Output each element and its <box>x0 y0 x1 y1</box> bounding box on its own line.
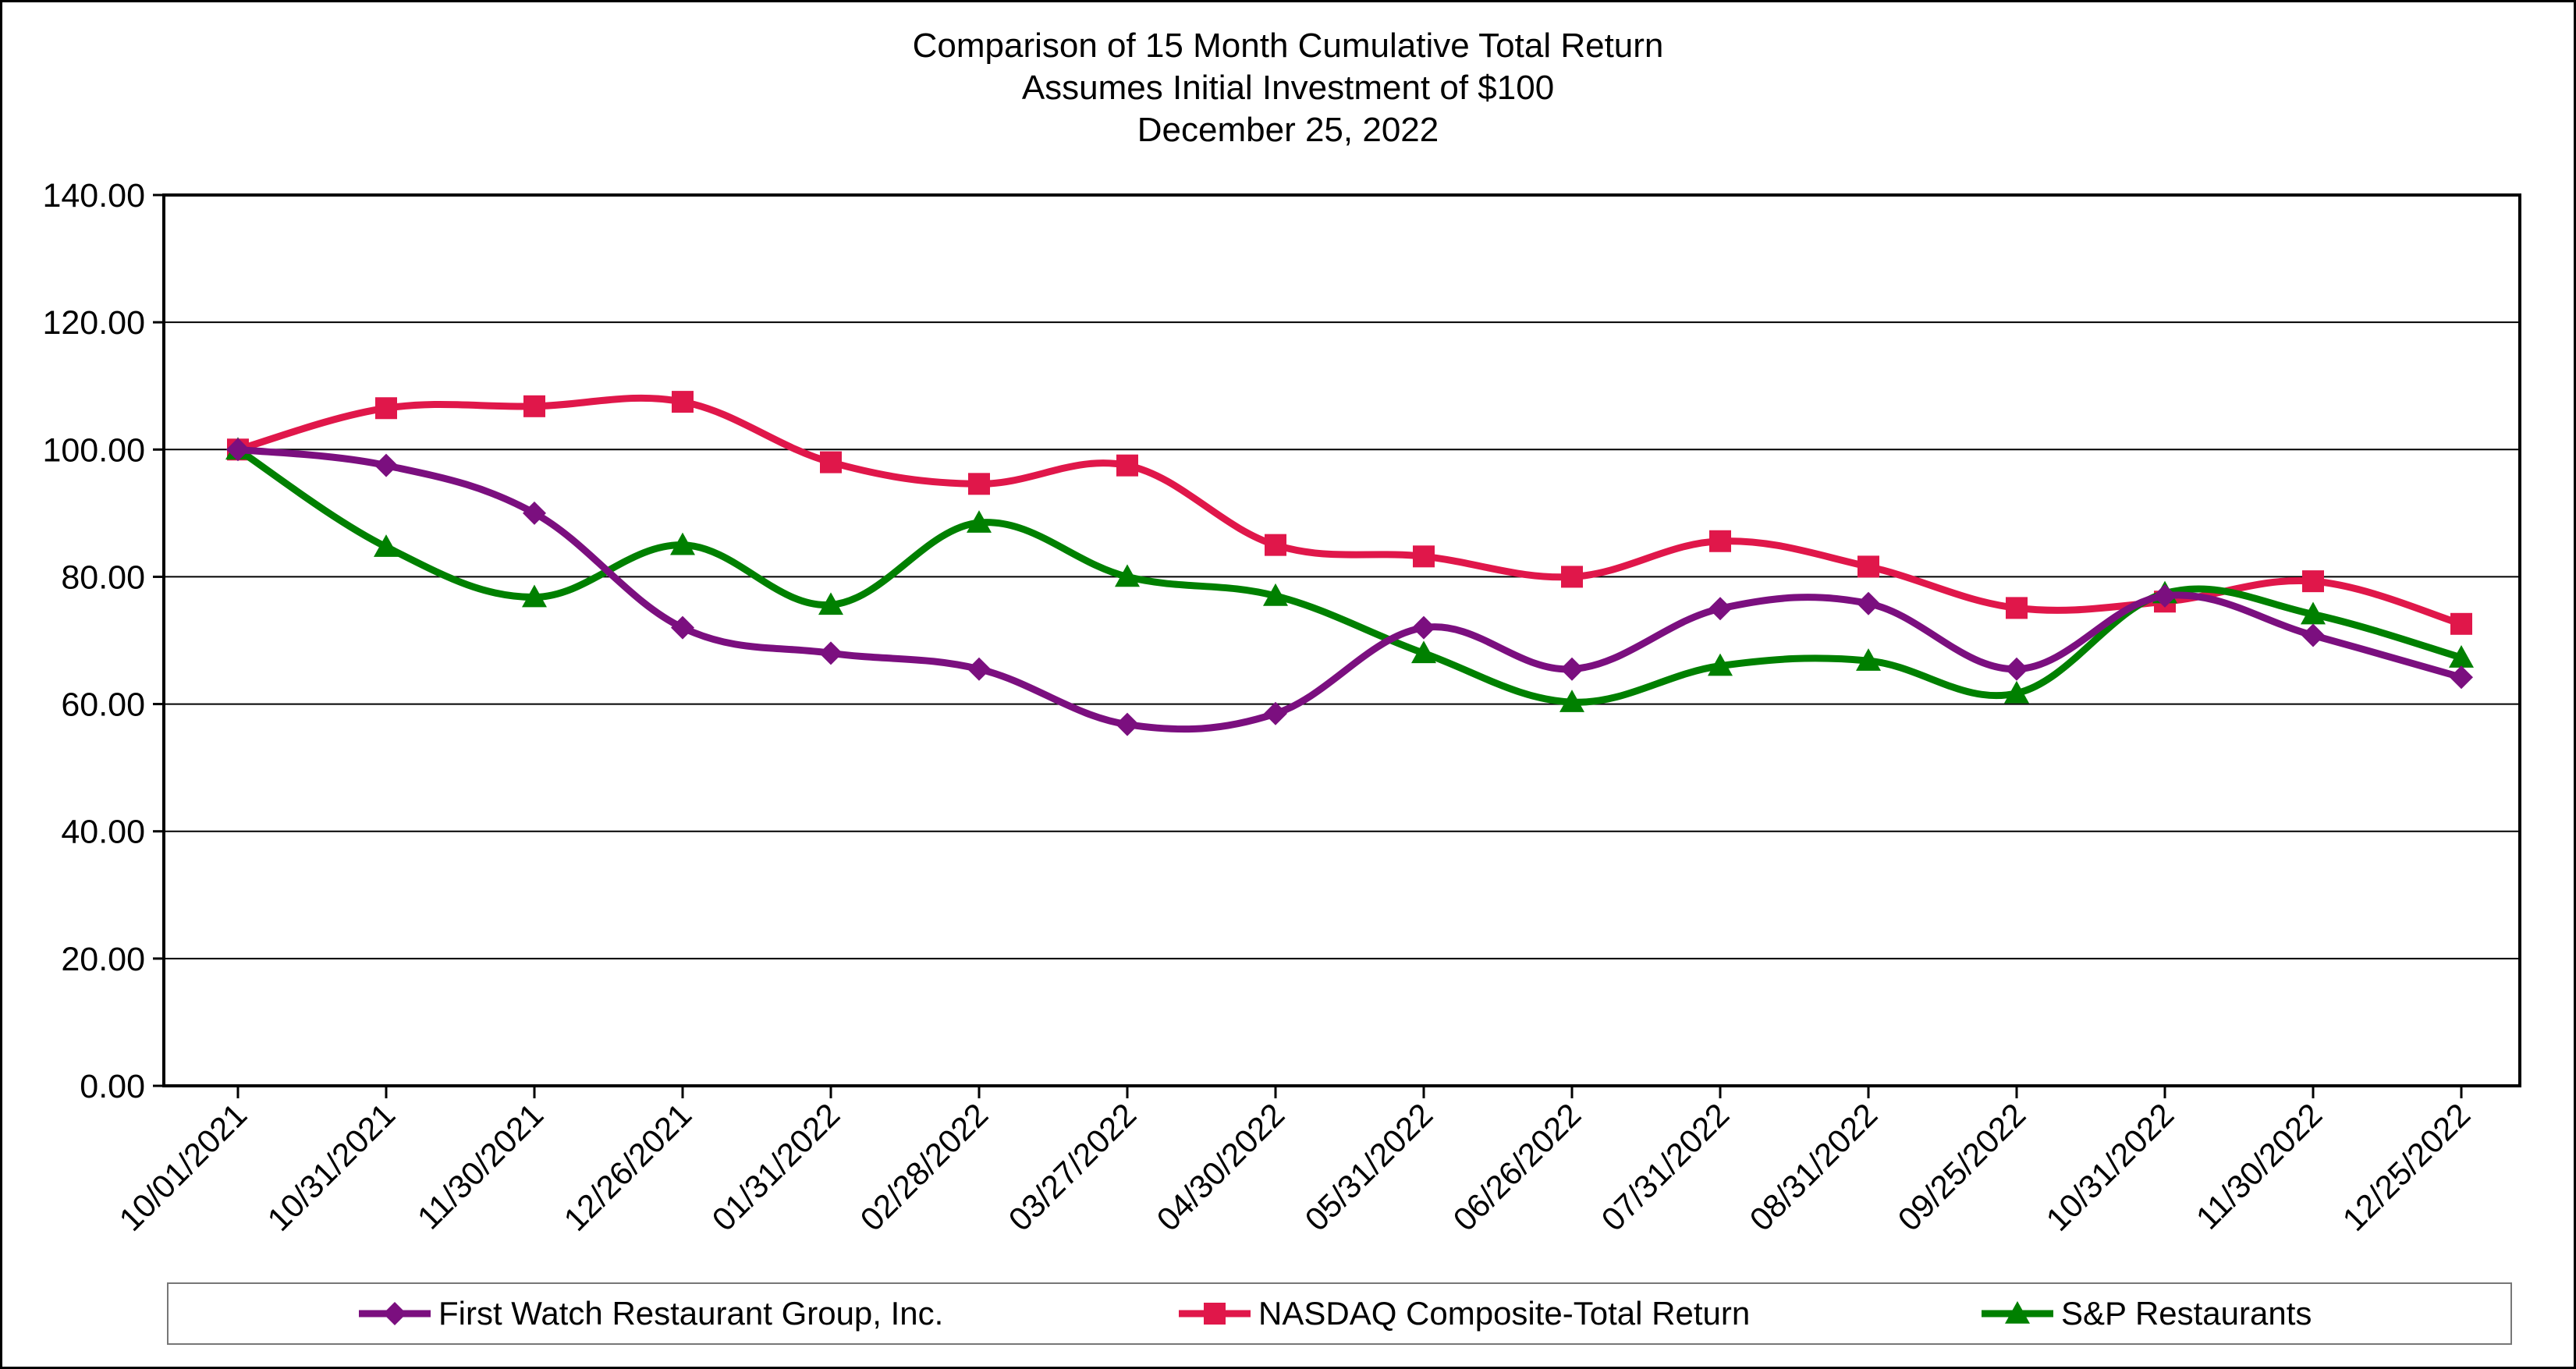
y-tick-label: 60.00 <box>61 686 145 724</box>
x-tick-label: 12/25/2022 <box>2335 1096 2477 1238</box>
legend-label-nasdaq: NASDAQ Composite-Total Return <box>1258 1295 1751 1332</box>
legend-item-first-watch: First Watch Restaurant Group, Inc. <box>356 1284 943 1343</box>
data-point-sp-restaurants <box>2004 680 2029 704</box>
data-point-nasdaq <box>1116 454 1138 477</box>
data-point-nasdaq <box>1413 545 1435 568</box>
data-point-first-watch <box>1116 712 1139 736</box>
chart-title-line-2: Assumes Initial Investment of $100 <box>1021 69 1555 107</box>
data-point-sp-restaurants <box>1856 648 1881 671</box>
series-line-sp-restaurants <box>234 445 2465 706</box>
x-tick-label: 12/26/2021 <box>556 1096 698 1238</box>
x-tick-label: 04/30/2022 <box>1149 1096 1291 1238</box>
series-group <box>225 391 2474 736</box>
data-point-first-watch <box>2153 583 2177 608</box>
data-point-nasdaq <box>2006 597 2028 619</box>
y-axis: 0.00 20.00 40.00 60.00 80.00 100.00 120.00 140.… <box>42 177 164 1105</box>
data-point-nasdaq <box>523 395 545 417</box>
data-point-first-watch <box>374 453 398 477</box>
data-point-first-watch <box>1412 615 1435 640</box>
data-point-nasdaq <box>1561 566 1583 588</box>
x-tick-label: 10/31/2021 <box>260 1096 402 1238</box>
legend-item-nasdaq: NASDAQ Composite-Total Return <box>1176 1284 1750 1343</box>
legend-label-sp-restaurants: S&P Restaurants <box>2061 1295 2312 1332</box>
x-tick-label: 01/31/2022 <box>704 1096 846 1238</box>
data-point-first-watch <box>819 641 843 665</box>
data-point-first-watch <box>1708 597 1732 621</box>
y-tick-label: 20.00 <box>61 941 145 978</box>
data-point-first-watch <box>2301 623 2325 647</box>
data-point-sp-restaurants <box>670 532 695 555</box>
data-point-sp-restaurants <box>522 584 547 608</box>
y-tick-label: 140.00 <box>42 177 145 215</box>
x-tick-label: 08/31/2022 <box>1742 1096 1884 1238</box>
legend-marker-sp-restaurants <box>2005 1301 2030 1324</box>
data-point-nasdaq <box>2450 612 2472 635</box>
series-first-watch <box>226 438 2473 736</box>
data-point-first-watch <box>523 501 546 525</box>
chart-title-line-3: December 25, 2022 <box>1137 111 1439 149</box>
plot-area-border <box>162 193 2521 1087</box>
data-point-first-watch <box>1857 591 1880 615</box>
data-point-nasdaq <box>968 473 990 495</box>
legend-swatch-nasdaq <box>1179 1303 1251 1325</box>
series-sp-restaurants <box>225 437 2474 712</box>
data-point-sp-restaurants <box>1115 564 1140 587</box>
legend: First Watch Restaurant Group, Inc. NASDA… <box>167 1282 2512 1345</box>
legend-marker-nasdaq <box>1204 1303 1226 1325</box>
data-point-sp-restaurants <box>374 534 399 557</box>
x-tick-label: 10/01/2021 <box>112 1096 254 1238</box>
data-point-first-watch <box>226 438 250 462</box>
y-tick-label: 100.00 <box>42 431 145 469</box>
data-point-first-watch <box>671 615 694 640</box>
x-tick-label: 02/28/2022 <box>853 1096 995 1238</box>
x-tick-label: 11/30/2021 <box>410 1096 551 1236</box>
data-point-sp-restaurants <box>967 510 992 533</box>
y-tick-label: 80.00 <box>61 559 145 596</box>
chart-title: Comparison of 15 Month Cumulative Total … <box>0 25 2576 151</box>
data-point-nasdaq <box>1709 530 1731 552</box>
data-point-first-watch <box>1264 701 1287 725</box>
gridlines <box>164 321 2520 959</box>
data-point-nasdaq <box>672 391 694 413</box>
data-point-sp-restaurants <box>1708 653 1733 676</box>
data-point-sp-restaurants <box>818 592 843 615</box>
data-point-nasdaq <box>375 397 397 420</box>
series-nasdaq <box>227 391 2472 635</box>
data-point-nasdaq <box>1265 534 1286 556</box>
data-point-first-watch <box>2450 665 2473 690</box>
data-point-first-watch <box>967 657 991 681</box>
series-line-nasdaq <box>234 394 2465 628</box>
data-point-sp-restaurants <box>1559 690 1584 712</box>
series-line-first-watch <box>234 445 2465 733</box>
x-tick-label: 11/30/2022 <box>2189 1096 2329 1236</box>
data-point-first-watch <box>1560 657 1584 681</box>
legend-swatch-first-watch <box>359 1302 431 1325</box>
data-point-sp-restaurants <box>2449 645 2474 668</box>
x-tick-label: 03/27/2022 <box>1001 1096 1143 1238</box>
data-point-sp-restaurants <box>2301 601 2326 625</box>
y-tick-label: 120.00 <box>42 304 145 342</box>
x-tick-label: 06/26/2022 <box>1446 1096 1588 1238</box>
data-point-sp-restaurants <box>1411 640 1436 664</box>
x-tick-label: 09/25/2022 <box>1890 1096 2032 1238</box>
y-tick-label: 40.00 <box>61 814 145 851</box>
data-point-nasdaq <box>1857 555 1879 578</box>
x-tick-label: 05/31/2022 <box>1297 1096 1439 1238</box>
data-point-nasdaq <box>820 451 842 473</box>
legend-item-sp-restaurants: S&P Restaurants <box>1978 1284 2312 1343</box>
data-point-nasdaq <box>2302 570 2324 593</box>
legend-label-first-watch: First Watch Restaurant Group, Inc. <box>438 1295 944 1332</box>
data-point-sp-restaurants <box>1263 583 1288 606</box>
legend-marker-first-watch <box>383 1302 406 1325</box>
x-tick-label: 10/31/2022 <box>2038 1096 2180 1238</box>
x-axis: 10/01/2021 10/31/2021 11/30/2021 12/26/2021… <box>112 1086 2477 1238</box>
chart-title-line-1: Comparison of 15 Month Cumulative Total … <box>912 27 1664 65</box>
x-tick-label: 07/31/2022 <box>1594 1096 1736 1238</box>
legend-swatch-sp-restaurants <box>1982 1301 2053 1324</box>
y-tick-label: 0.00 <box>80 1068 145 1105</box>
data-point-first-watch <box>2005 657 2028 681</box>
